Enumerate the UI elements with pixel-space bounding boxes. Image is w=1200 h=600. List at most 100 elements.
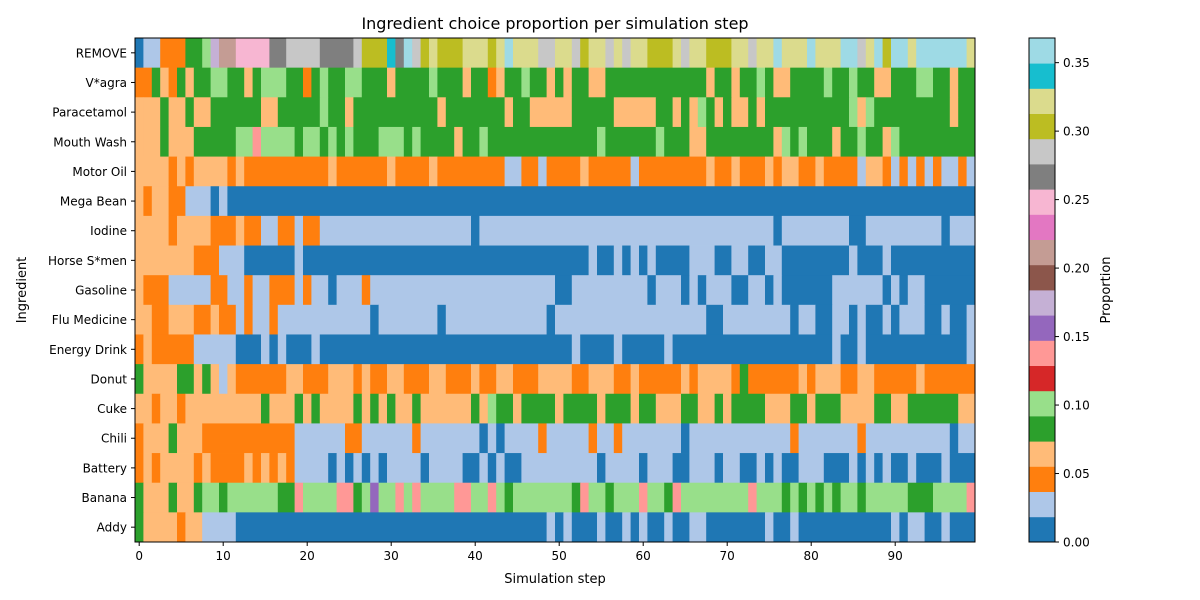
heatmap-cell [160,393,178,424]
heatmap-cell [387,453,421,484]
heatmap-cell [714,156,732,187]
y-tick-label: Mouth Wash [53,135,127,149]
heatmap-cell [781,126,791,157]
heatmap-cell [471,482,489,513]
heatmap-cell [210,186,220,217]
heatmap-cell [949,215,976,246]
heatmap-cell [924,364,976,395]
heatmap-cell [286,334,312,365]
colorbar-label: Proportion [1099,256,1114,323]
heatmap-cell [907,453,917,484]
heatmap-cell [874,364,917,395]
heatmap-cells [135,38,976,543]
heatmap-cell [403,482,413,513]
x-tick-label: 10 [216,549,231,563]
colorbar-band [1029,38,1055,64]
heatmap-cell [294,126,304,157]
heatmap-cell [168,156,178,187]
heatmap-cell [798,364,808,395]
heatmap-cell [765,245,783,276]
heatmap-cell [739,156,766,187]
heatmap-cell [185,512,203,543]
heatmap-cell [168,126,195,157]
heatmap-cell [529,97,573,128]
heatmap-cell [277,97,321,128]
heatmap-cell [664,512,673,543]
heatmap-cell [731,97,749,128]
heatmap-cell [286,453,295,484]
heatmap-cell [899,126,976,157]
y-axis-label: Ingredient [15,257,30,324]
heatmap-cell [471,67,489,98]
heatmap-cell [723,304,791,335]
heatmap-cell [681,423,690,454]
heatmap-cell [403,126,413,157]
heatmap-cell [689,453,715,484]
heatmap-cell [815,482,825,513]
heatmap-cell [210,304,220,335]
colorbar-band [1029,113,1055,140]
heatmap-cell [496,423,505,454]
heatmap-cell [706,512,766,543]
heatmap-cell [462,67,472,98]
heatmap-cell [748,364,799,395]
heatmap-cell [185,67,195,98]
heatmap-cell [177,393,186,424]
heatmap-cell [706,97,715,128]
y-tick-label: Donut [91,372,128,386]
heatmap-cell [916,156,925,187]
heatmap-cell [697,275,707,306]
heatmap-cell [277,215,295,246]
heatmap-cell [924,275,976,306]
heatmap-cell [857,126,867,157]
colorbar-band [1029,365,1055,392]
heatmap-cell [849,453,858,484]
heatmap-cell [597,126,606,157]
heatmap-cell [227,275,245,306]
heatmap-cell [857,423,867,454]
heatmap-cell [857,67,875,98]
heatmap-cell [361,275,371,306]
heatmap-cell [756,482,783,513]
heatmap-cell [135,304,153,335]
heatmap-cell [949,423,959,454]
x-axis-label: Simulation step [504,572,606,587]
heatmap-cell [639,156,707,187]
colorbar-band [1029,264,1055,291]
heatmap-cell [437,67,447,98]
heatmap-cell [143,275,169,306]
heatmap-cell [865,38,875,69]
heatmap-cell [739,453,757,484]
heatmap-cell [193,245,220,276]
heatmap-cell [840,126,858,157]
heatmap-cell [303,482,337,513]
heatmap-cell [269,334,279,365]
heatmap-cell [193,67,211,98]
heatmap-cell [168,275,211,306]
heatmap-cell [403,38,413,69]
heatmap-cell [891,38,909,69]
heatmap-cell [135,245,195,276]
heatmap-cell [370,393,379,424]
heatmap-cell [294,482,304,513]
heatmap-cell [504,67,522,98]
colorbar-tick-label: 0.15 [1063,330,1090,344]
heatmap-cell [605,67,707,98]
heatmap-cell [672,482,682,513]
heatmap-cell [168,97,186,128]
heatmap-cell [328,364,354,395]
heatmap-cell [891,453,909,484]
heatmap-cell [370,275,556,306]
colorbar-band [1029,340,1055,366]
heatmap-cell [765,97,850,128]
heatmap-cell [454,482,472,513]
colorbar-band [1029,390,1055,417]
heatmap-cell [571,97,615,128]
heatmap-cell [462,126,480,157]
heatmap-cell [177,482,195,513]
y-tick-label: Flu Medicine [52,313,127,327]
heatmap-cell [689,423,791,454]
heatmap-cell [227,482,279,513]
heatmap-cell [487,126,598,157]
heatmap-cell [807,126,833,157]
